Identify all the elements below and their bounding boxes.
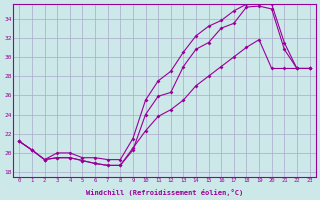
- X-axis label: Windchill (Refroidissement éolien,°C): Windchill (Refroidissement éolien,°C): [86, 189, 243, 196]
